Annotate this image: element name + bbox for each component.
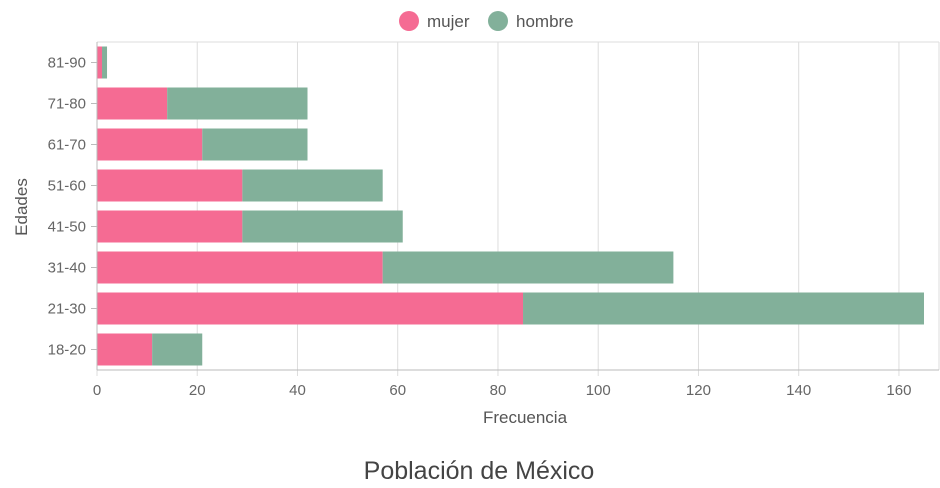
x-tick-label: 140 bbox=[786, 382, 811, 399]
y-tick-label: 51-60 bbox=[48, 178, 86, 195]
axes: 0 20 40 60 80 100 120 140 160 81-90 71-80 61-70 51-6… bbox=[48, 42, 939, 399]
bar-mujer-41-50 bbox=[97, 210, 243, 243]
bar-mujer-61-70 bbox=[97, 128, 203, 161]
bars bbox=[97, 46, 924, 366]
bar-hombre-81-90 bbox=[102, 46, 108, 79]
bar-mujer-81-90 bbox=[97, 46, 103, 79]
y-tick-label: 41-50 bbox=[48, 219, 86, 236]
legend-swatch-mujer[interactable] bbox=[399, 11, 419, 31]
x-tick-label: 160 bbox=[886, 382, 911, 399]
y-tick-label: 61-70 bbox=[48, 137, 86, 154]
bar-mujer-51-60 bbox=[97, 169, 243, 202]
x-tick-label: 100 bbox=[586, 382, 611, 399]
y-tick-label: 31-40 bbox=[48, 260, 86, 277]
x-axis-title: Frecuencia bbox=[483, 408, 568, 427]
chart-title: Población de México bbox=[364, 457, 595, 483]
y-axis-title: Edades bbox=[12, 178, 31, 236]
bar-mujer-31-40 bbox=[97, 251, 383, 284]
y-tick-label: 71-80 bbox=[48, 96, 86, 113]
x-tick-label: 60 bbox=[389, 382, 406, 399]
x-tick-label: 0 bbox=[93, 382, 101, 399]
bar-hombre-71-80 bbox=[167, 87, 308, 120]
bar-mujer-18-20 bbox=[97, 333, 153, 366]
legend: mujer hombre bbox=[399, 11, 574, 31]
y-tick-label: 81-90 bbox=[48, 55, 86, 72]
x-tick-label: 20 bbox=[189, 382, 206, 399]
bar-mujer-71-80 bbox=[97, 87, 168, 120]
bar-mujer-21-30 bbox=[97, 292, 524, 325]
x-tick-label: 80 bbox=[490, 382, 507, 399]
bar-hombre-18-20 bbox=[152, 333, 203, 366]
x-tick-label: 120 bbox=[686, 382, 711, 399]
legend-label-mujer[interactable]: mujer bbox=[427, 12, 470, 31]
bar-hombre-21-30 bbox=[523, 292, 924, 325]
legend-swatch-hombre[interactable] bbox=[488, 11, 508, 31]
bar-hombre-61-70 bbox=[202, 128, 308, 161]
bar-hombre-51-60 bbox=[242, 169, 383, 202]
x-tick-label: 40 bbox=[289, 382, 306, 399]
legend-label-hombre[interactable]: hombre bbox=[516, 12, 574, 31]
bar-hombre-31-40 bbox=[382, 251, 674, 284]
y-tick-label: 21-30 bbox=[48, 301, 86, 318]
bar-hombre-41-50 bbox=[242, 210, 403, 243]
y-tick-label: 18-20 bbox=[48, 342, 86, 359]
